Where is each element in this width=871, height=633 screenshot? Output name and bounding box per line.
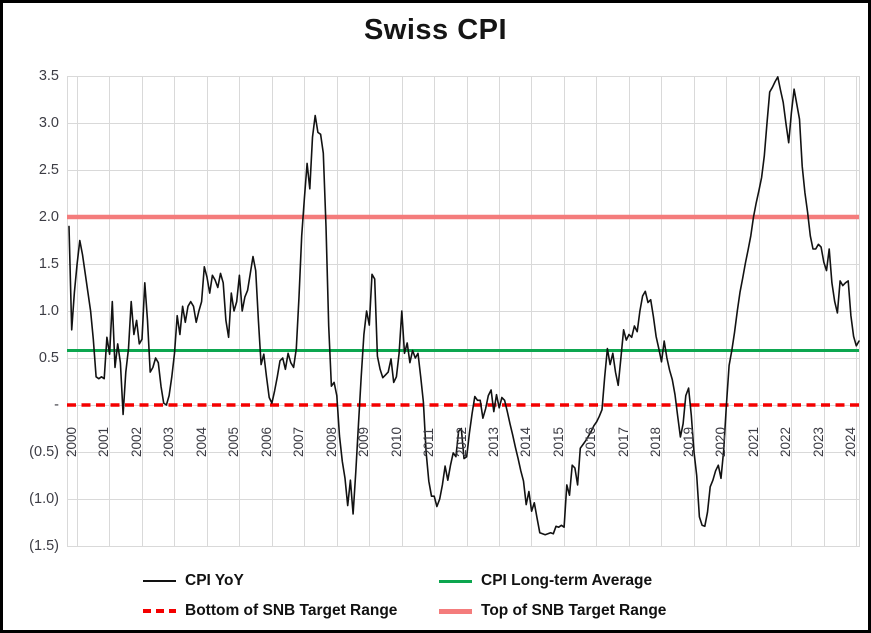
y-axis-label: (0.5) [29,444,59,460]
legend-label: Top of SNB Target Range [481,602,667,619]
plot-area [67,76,860,547]
x-axis-label: 2003 [161,426,177,457]
y-axis-label: 0.5 [38,350,59,366]
y-axis-label: 1.0 [38,303,59,319]
x-axis-label: 2021 [745,426,761,457]
legend-item-snb-bottom: Bottom of SNB Target Range [143,601,397,621]
x-axis-label: 2018 [648,426,664,457]
x-axis-label: 2020 [713,426,729,457]
x-axis-label: 2009 [356,426,372,457]
legend-item-cpi-yoy: CPI YoY [143,571,244,591]
long-term-average-swatch [439,579,472,583]
y-axis-label: 2.0 [38,209,59,225]
snb-bottom-swatch [143,609,176,613]
x-axis-label: 2008 [323,426,339,457]
x-axis-label: 2001 [96,426,112,457]
x-axis-label: 2017 [615,426,631,457]
cpi-yoy-swatch [143,580,176,582]
x-axis-label: 2007 [291,426,307,457]
legend-label: CPI YoY [185,572,244,589]
gridlines [67,76,859,547]
x-axis-label: 2013 [485,426,501,457]
x-axis-label: 2010 [388,426,404,457]
x-axis-label: 2012 [453,426,469,457]
y-axis-label: (1.5) [29,538,59,554]
x-axis-label: 2000 [64,426,79,457]
x-axis-label: 2024 [843,426,859,457]
x-axis-label: 2019 [680,426,696,457]
snb-top-swatch [439,608,472,614]
y-axis-label: 3.5 [38,68,59,84]
x-axis-label: 2022 [778,426,794,457]
y-axis-label: (1.0) [29,491,59,507]
y-axis-label: 1.5 [38,256,59,272]
x-axis-label: 2006 [258,426,274,457]
y-axis-label: 2.5 [38,162,59,178]
plot-border [67,76,860,547]
chart-title: Swiss CPI [363,14,508,46]
legend-item-snb-top: Top of SNB Target Range [439,601,666,621]
x-axis-label: 2002 [128,426,144,457]
x-axis-label: 2016 [583,426,599,457]
x-axis-label: 2004 [193,426,209,457]
y-axis-label: 3.0 [38,115,59,131]
x-axis-label: 2011 [421,427,437,457]
cpi-yoy-line [68,76,860,536]
x-axis-label: 2005 [226,426,242,457]
x-axis-label: 2023 [810,426,826,457]
x-axis-label: 2014 [518,426,534,457]
legend-item-long-term-average: CPI Long-term Average [439,571,652,591]
legend-label: Bottom of SNB Target Range [185,602,398,619]
legend-label: CPI Long-term Average [481,572,653,589]
x-axis-label: 2015 [550,426,566,457]
y-axis-label: - [54,397,59,413]
